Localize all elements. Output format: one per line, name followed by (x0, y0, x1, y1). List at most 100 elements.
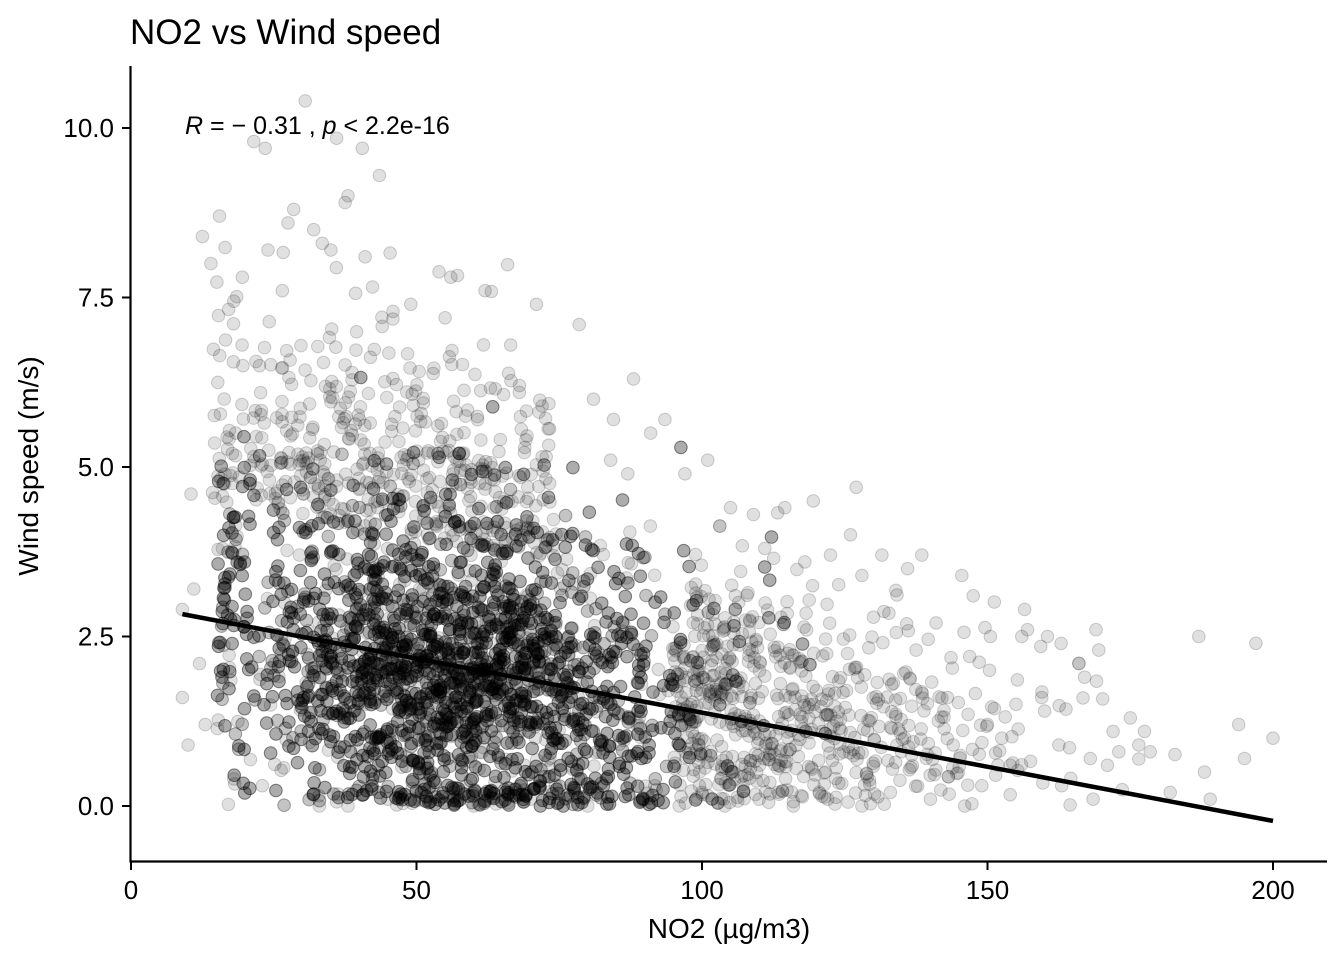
scatter-point (1197, 765, 1212, 779)
scatter-point (557, 579, 572, 593)
scatter-point (481, 789, 496, 803)
scatter-point (449, 781, 463, 795)
scatter-point (471, 797, 486, 811)
scatter-point (274, 646, 289, 661)
scatter-point (634, 677, 649, 692)
scatter-point (312, 799, 327, 813)
scatter-point (600, 726, 615, 741)
scatter-point (314, 648, 329, 663)
scatter-point (211, 713, 226, 727)
scatter-point (473, 624, 488, 639)
scatter-point (499, 640, 513, 655)
scatter-point (326, 497, 340, 512)
scatter-point (516, 528, 531, 543)
scatter-point (505, 764, 519, 778)
scatter-point (484, 724, 499, 738)
scatter-point (258, 141, 273, 156)
scatter-point (438, 311, 452, 325)
scatter-point (499, 752, 514, 767)
scatter-point (315, 236, 330, 251)
scatter-point (366, 608, 381, 623)
scatter-point (624, 557, 639, 571)
scatter-point (442, 790, 456, 804)
scatter-point (1052, 738, 1066, 752)
scatter-point (647, 568, 662, 583)
scatter-point (576, 701, 591, 715)
scatter-point (247, 134, 261, 149)
scatter-point (336, 658, 350, 673)
scatter-point (358, 697, 373, 712)
scatter-point (405, 781, 420, 796)
scatter-point (667, 606, 682, 620)
scatter-point (798, 555, 812, 569)
scatter-point (909, 643, 923, 657)
scatter-point (666, 619, 680, 634)
scatter-point (292, 548, 307, 562)
scatter-point (450, 790, 465, 804)
scatter-point (464, 595, 478, 609)
scatter-point (1015, 629, 1029, 644)
scatter-point (1086, 792, 1100, 807)
scatter-point (1037, 704, 1052, 718)
scatter-point (591, 645, 606, 660)
scatter-point (488, 719, 503, 734)
scatter-point (337, 707, 352, 722)
scatter-point (746, 507, 761, 522)
scatter-point (587, 618, 602, 633)
scatter-point (497, 612, 511, 626)
scatter-point (519, 588, 534, 602)
scatter-point (358, 249, 372, 264)
scatter-point (479, 710, 493, 724)
scatter-point (222, 648, 236, 662)
scatter-point (633, 793, 648, 808)
scatter-point (621, 749, 636, 764)
scatter-point (243, 752, 258, 767)
scatter-point (480, 687, 494, 702)
scatter-point (350, 523, 365, 537)
scatter-point (702, 628, 716, 643)
scatter-point (485, 636, 499, 651)
scatter-point (568, 786, 583, 801)
scatter-point (770, 506, 785, 520)
scatter-point (580, 572, 595, 586)
scatter-point (475, 527, 490, 541)
scatter-point (311, 615, 326, 630)
scatter-point (385, 702, 400, 716)
scatter-point (451, 568, 466, 582)
scatter-point (459, 522, 473, 536)
scatter-point (439, 641, 453, 656)
scatter-point (995, 731, 1009, 746)
scatter-point (651, 662, 666, 677)
scatter-point (462, 564, 477, 578)
scatter-point (642, 791, 657, 805)
scatter-point (271, 559, 285, 573)
scatter-point (367, 537, 382, 551)
scatter-point (843, 528, 858, 542)
scatter-point (648, 595, 662, 610)
scatter-point (395, 760, 409, 775)
scatter-point (442, 626, 457, 640)
scatter-point (575, 756, 590, 771)
scatter-point (235, 568, 249, 583)
scatter-point (534, 649, 549, 663)
scatter-point (429, 695, 443, 710)
scatter-point (413, 564, 428, 578)
scatter-point (286, 202, 301, 217)
scatter-point (1106, 724, 1120, 739)
scatter-point (431, 577, 446, 591)
scatter-point (413, 569, 428, 583)
scatter-point (1123, 711, 1138, 725)
scatter-point (467, 595, 482, 610)
scatter-point (372, 168, 387, 183)
scatter-point (404, 632, 418, 647)
scatter-point (468, 630, 482, 644)
scatter-point (446, 785, 461, 799)
scatter-point (427, 787, 442, 802)
scatter-point (478, 482, 492, 496)
scatter-point (307, 776, 321, 790)
scatter-point (1266, 731, 1280, 746)
scatter-point (532, 610, 547, 625)
scatter-point (849, 480, 864, 495)
scatter-point (535, 399, 549, 413)
scatter-point (253, 667, 268, 682)
